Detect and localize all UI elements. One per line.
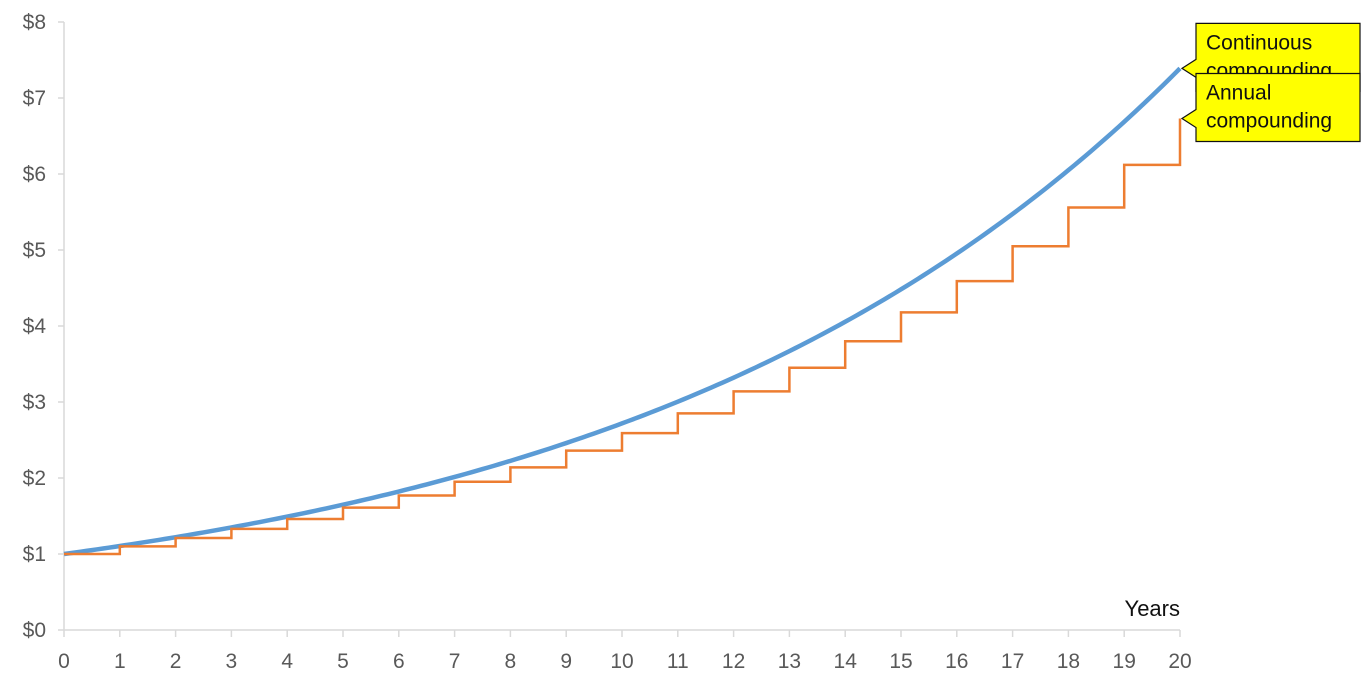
x-tick-label: 19 bbox=[1113, 650, 1136, 673]
x-tick-label: 14 bbox=[834, 650, 858, 673]
callout-label: compounding bbox=[1206, 110, 1332, 133]
y-tick-label: $3 bbox=[23, 391, 46, 414]
series-line-continuous bbox=[63, 66, 1182, 557]
y-tick-label: $6 bbox=[23, 163, 46, 186]
x-tick-label: 7 bbox=[449, 650, 461, 673]
x-tick-label: 11 bbox=[667, 650, 689, 673]
y-tick-label: $5 bbox=[23, 239, 46, 262]
x-tick-label: 6 bbox=[393, 650, 405, 673]
x-tick-label: 18 bbox=[1057, 650, 1080, 673]
y-tick-label: $2 bbox=[23, 467, 46, 490]
x-tick-label: 16 bbox=[945, 650, 968, 673]
series-line-annual bbox=[64, 118, 1182, 556]
callout-annual: Annual compounding bbox=[1180, 72, 1361, 143]
x-tick-label: 4 bbox=[281, 650, 293, 673]
x-axis-title: Years bbox=[1125, 596, 1180, 621]
x-tick-label: 9 bbox=[560, 650, 572, 673]
x-tick-label: 10 bbox=[610, 650, 633, 673]
y-tick-label: $0 bbox=[23, 619, 46, 642]
x-tick-label: 1 bbox=[114, 650, 126, 673]
x-tick-label: 8 bbox=[505, 650, 517, 673]
x-tick-label: 0 bbox=[58, 650, 70, 673]
callout-label: Annual bbox=[1206, 82, 1271, 105]
series-layer bbox=[63, 66, 1182, 557]
y-tick-label: $8 bbox=[23, 11, 46, 34]
callout-box bbox=[1180, 72, 1361, 143]
y-tick-label: $1 bbox=[23, 543, 46, 566]
y-tick-label: $7 bbox=[23, 87, 46, 110]
x-tick-label: 17 bbox=[1001, 650, 1024, 673]
x-tick-label: 15 bbox=[889, 650, 912, 673]
x-tick-label: 3 bbox=[226, 650, 238, 673]
x-tick-label: 12 bbox=[722, 650, 745, 673]
x-tick-label: 5 bbox=[337, 650, 349, 673]
x-tick-label: 2 bbox=[170, 650, 182, 673]
callout-label: Continuous bbox=[1206, 31, 1312, 54]
axes: $0$1$2$3$4$5$6$7$80 1 2 3 4 5 6 7 8 9 10 11 12 13 14 15… bbox=[23, 11, 1192, 673]
x-tick-label: 13 bbox=[778, 650, 801, 673]
y-tick-label: $4 bbox=[23, 315, 47, 338]
x-tick-label: 20 bbox=[1168, 650, 1191, 673]
